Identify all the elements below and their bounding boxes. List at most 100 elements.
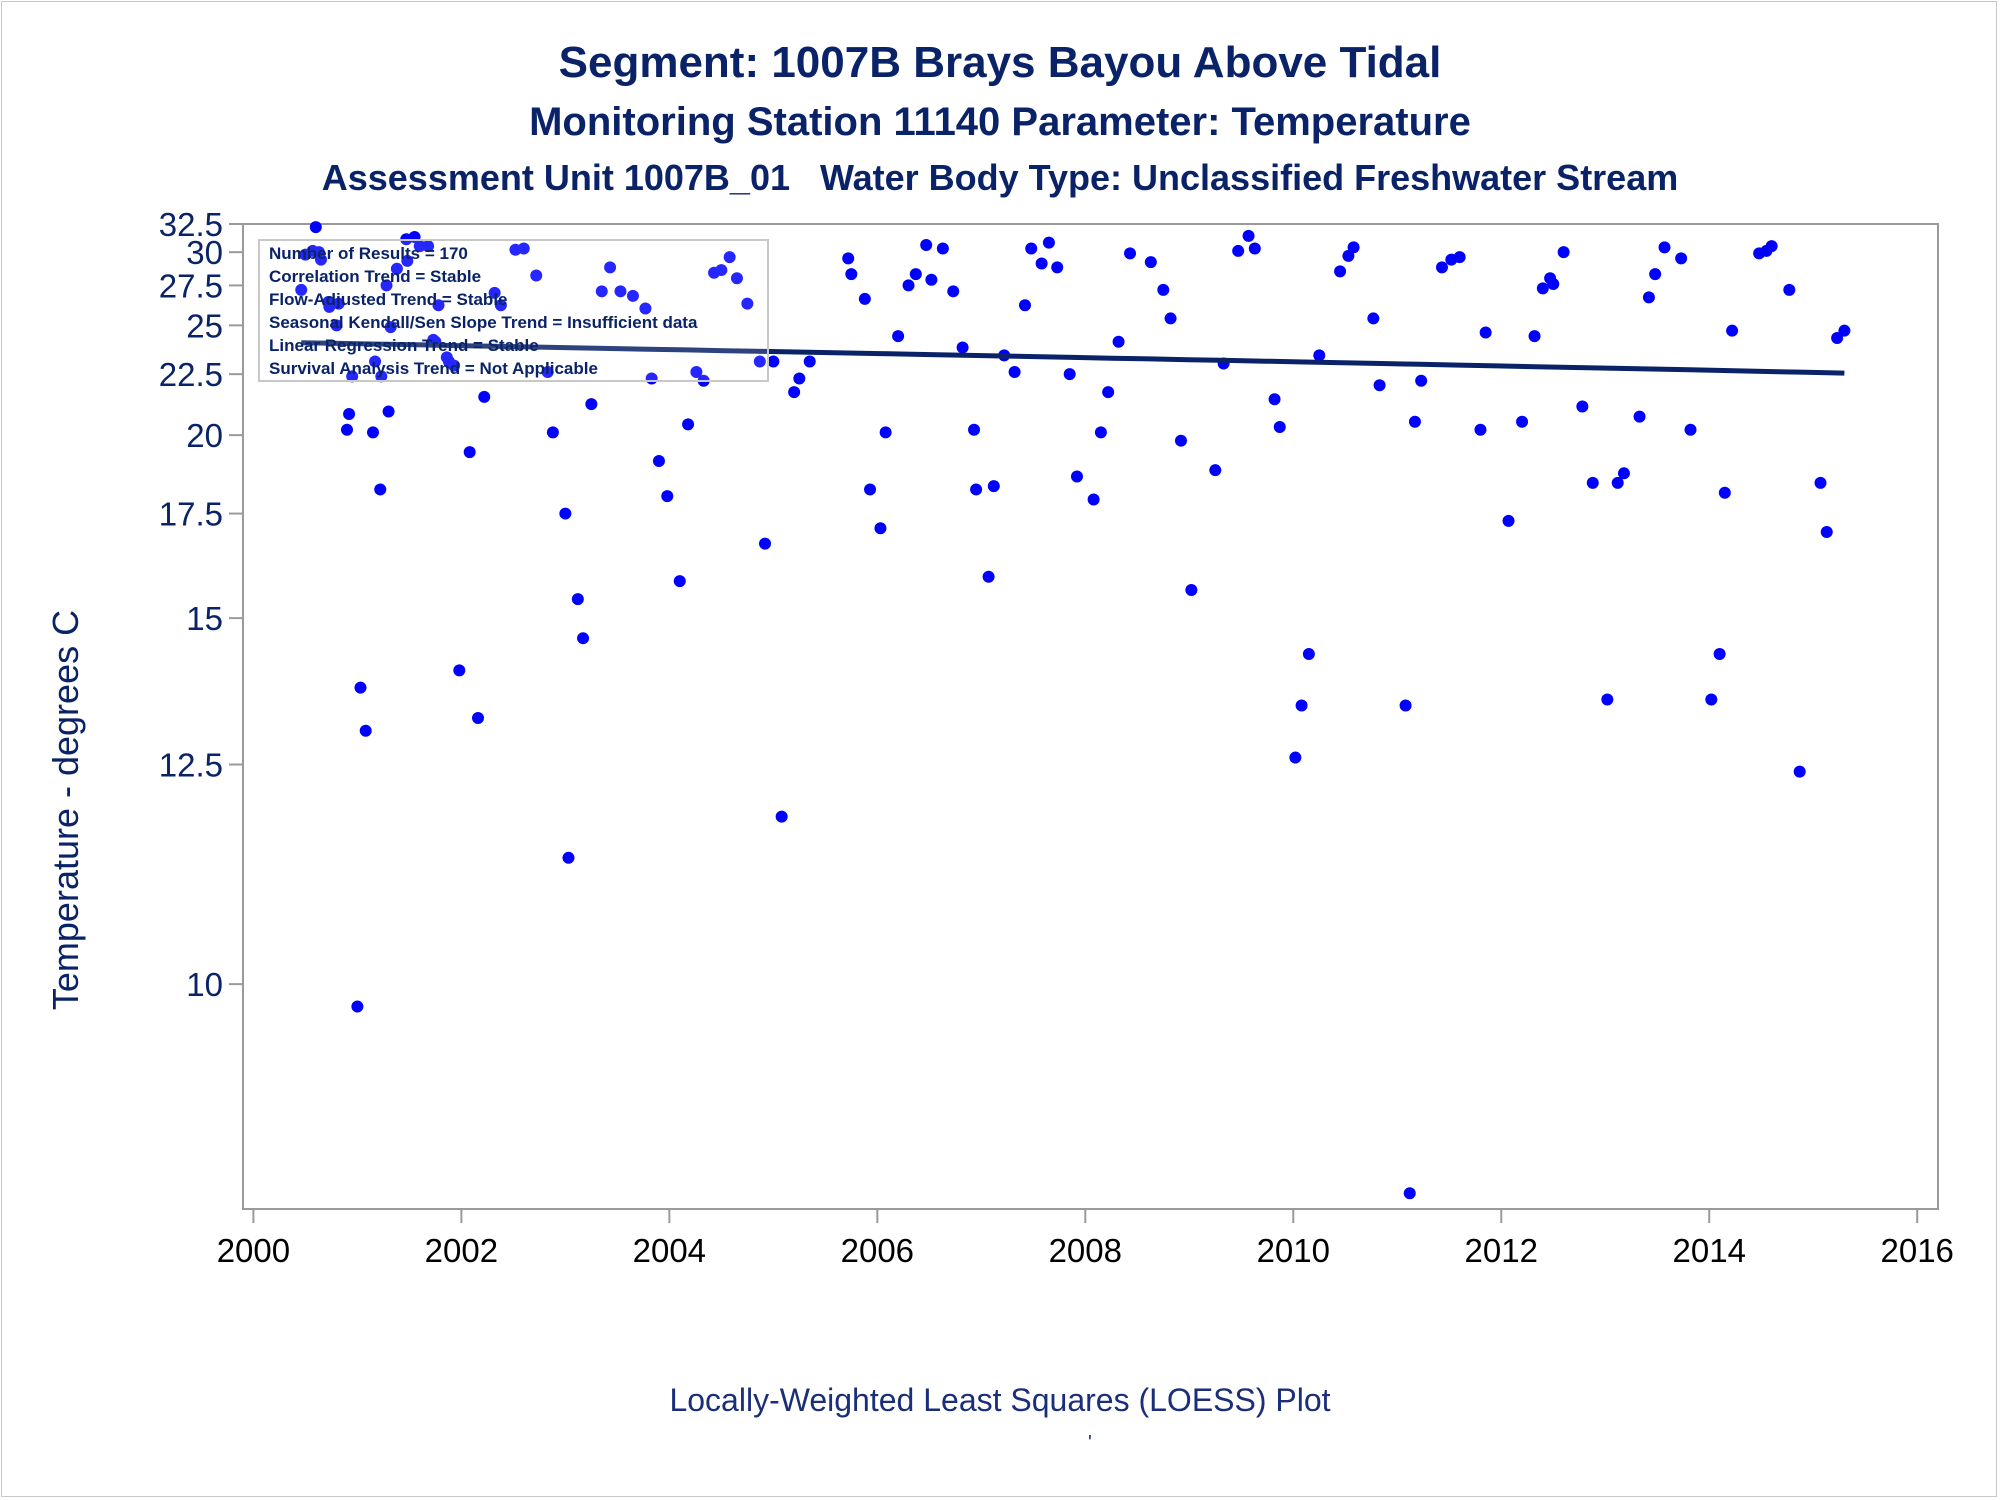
data-point [1242,229,1255,242]
data-point [1557,246,1570,259]
data-point [312,246,325,259]
data-point [384,321,397,334]
data-point [1528,330,1541,343]
data-point [920,238,933,251]
data-point [1601,693,1614,706]
data-point [422,240,435,253]
data-point [1094,426,1107,439]
data-point [1334,265,1347,278]
data-point [1313,349,1326,362]
data-point [571,593,584,606]
data-point [1399,699,1412,712]
data-point [380,279,393,292]
data-point [858,292,871,305]
data-point [494,299,507,312]
data-point [968,423,981,436]
y-tick-label: 20 [186,417,223,454]
data-point [715,264,728,277]
y-axis-label: Temperature - degrees C [45,610,86,1010]
y-tick-label: 30 [186,234,223,271]
data-point [626,289,639,302]
x-tick-label: 2000 [217,1232,290,1269]
data-point [366,426,379,439]
data-point [432,299,445,312]
stats-inset-box [258,239,769,382]
stats-survival-analysis-trend: Survival Analysis Trend = Not Applicable [269,359,598,378]
data-point [1248,242,1261,255]
data-point [753,355,766,368]
data-point [295,283,308,296]
x-tick-label: 2006 [841,1232,914,1269]
x-tick-label: 2014 [1673,1232,1746,1269]
data-point [1536,282,1549,295]
data-point [842,252,855,265]
data-point [463,446,476,459]
stats-flow-adjusted-trend: Flow-Adjusted Trend = Stable [269,290,508,309]
data-point [351,1000,364,1013]
data-point [346,370,359,383]
data-point [382,405,395,418]
data-point [1174,434,1187,447]
data-point [1018,299,1031,312]
chart-title: Segment: 1007B Brays Bayou Above Tidal [558,38,1442,87]
data-point [690,365,703,378]
data-point [1576,400,1589,413]
data-point [682,418,695,431]
chart-subtitle-station: Monitoring Station 11140 Parameter: Temp… [529,100,1471,144]
data-point [1102,386,1115,399]
data-point [982,570,995,583]
data-point [892,330,905,343]
data-point [845,268,858,281]
data-point [879,426,892,439]
data-point [1783,283,1796,296]
y-tick-label: 17.5 [159,496,223,533]
data-point [562,851,575,864]
data-point [1008,365,1021,378]
data-point [1164,312,1177,325]
stats-inset: Number of Results = 170 Correlation Tren… [258,239,769,382]
data-point [1302,647,1315,660]
data-point [1675,252,1688,265]
data-point [1502,514,1515,527]
data-point [530,269,543,282]
data-point [1063,368,1076,381]
data-point [909,268,922,281]
data-point [1820,526,1833,539]
stats-seasonal-kendall-trend: Seasonal Kendall/Sen Slope Trend = Insuf… [269,313,698,332]
data-point [1042,236,1055,249]
data-point [1408,415,1421,428]
data-point [1617,467,1630,480]
data-point [1516,415,1529,428]
data-point [793,372,806,385]
data-point [1705,693,1718,706]
data-point [947,285,960,298]
data-point [343,408,356,421]
data-point [730,272,743,285]
data-point [936,242,949,255]
data-point [413,240,426,253]
data-point [803,355,816,368]
plot-area [242,223,1939,1210]
data-point [595,285,608,298]
data-point [1586,476,1599,489]
data-point [354,681,367,694]
data-point [1295,699,1308,712]
x-tick-label: 2010 [1257,1232,1330,1269]
data-point [309,221,322,234]
y-tick-label: 10 [186,966,223,1003]
data-point [559,507,572,520]
data-point [1070,470,1083,483]
data-point [925,273,938,286]
data-point [1185,583,1198,596]
x-tick-label: 2004 [633,1232,706,1269]
data-point [1793,765,1806,778]
y-tick-label: 15 [186,600,223,637]
data-point [1268,393,1281,406]
y-tick-label: 22.5 [159,356,223,393]
data-point [340,423,353,436]
data-point [369,355,382,368]
data-point [401,254,414,267]
data-point [585,398,598,411]
